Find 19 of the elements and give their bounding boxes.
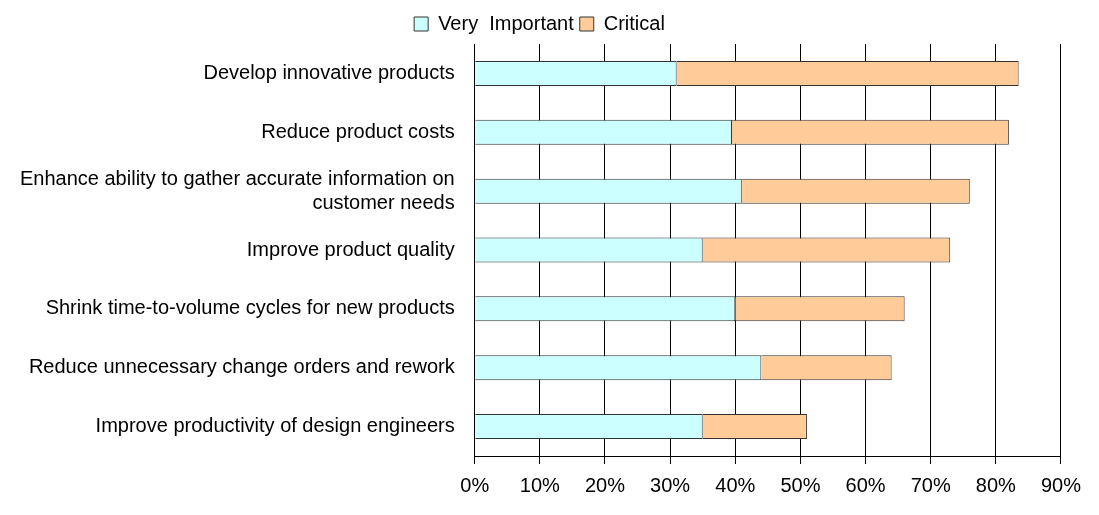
x-tick-label: 40% [715,473,756,496]
x-tick-label: 20% [584,473,626,496]
legend-label: Critical [603,11,665,34]
y-tick-label: Enhance ability to gather accurate information on customer needs [19,166,455,213]
x-tick-label: 60% [845,473,886,496]
x-tick-label: 70% [910,473,951,496]
x-tick-label: 80% [975,473,1017,496]
x-tick-label: 10% [519,473,561,496]
x-tick-label: 50% [780,473,821,496]
y-tick-label: Reduce unnecessary change orders and rework [28,355,456,378]
x-tick-label: 90% [1040,473,1082,496]
y-tick-label: Reduce product costs [261,119,455,142]
y-tick-label: Improve product quality [246,237,455,260]
x-tick-label: 0% [460,473,490,496]
y-tick-label: Improve productivity of design engineers [95,414,455,437]
y-tick-label: Develop innovative products [203,60,455,83]
legend-label: Very Important [438,11,575,34]
y-tick-label: Shrink time-to-volume cycles for new products [45,296,455,319]
x-tick-label: 30% [650,473,691,496]
